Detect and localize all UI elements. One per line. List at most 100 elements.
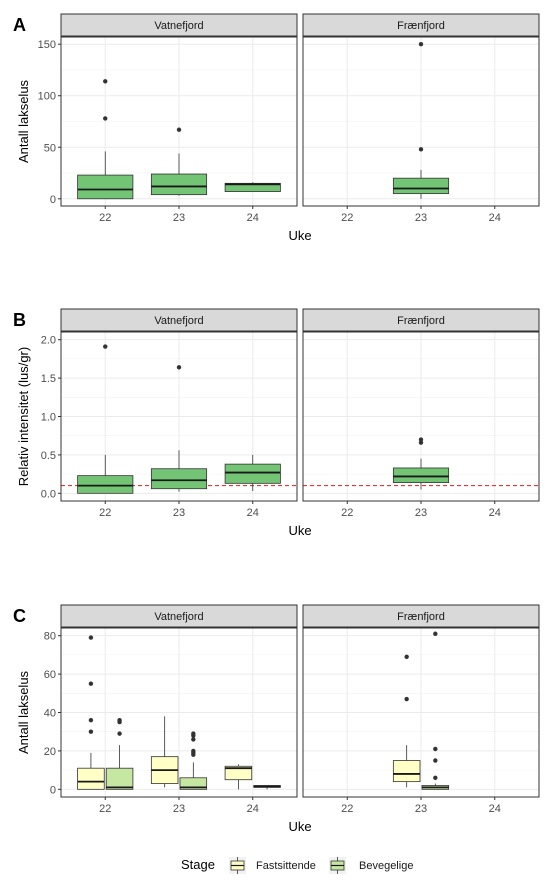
box-24 [224,454,281,492]
outlier-point [404,696,409,702]
x-tick-label: 24 [247,212,259,224]
box-body [392,177,450,195]
y-tick-label: 20 [44,746,56,758]
box-body [179,777,208,790]
x-tick-label: 23 [415,803,427,815]
facet-strip [60,308,298,332]
box-23-fastsittende [392,654,421,788]
y-tick-label: 60 [44,669,56,681]
box-body [150,173,208,196]
outlier-point [88,729,94,734]
x-tick-label: 22 [99,212,111,224]
y-tick-label: 50 [44,142,56,154]
outlier-point [404,654,409,660]
box-23-bevegelige [421,631,450,790]
legend-key-fastsittende [229,857,246,874]
outlier-point [418,42,424,47]
x-tick-label: 24 [489,507,501,519]
facet-strip-label: Vatnefjord [154,611,203,623]
outlier-point [176,365,182,370]
y-axis-title: Antall lakselus [16,670,31,754]
box-body [77,475,134,494]
outlier-point [88,681,94,686]
x-tick-label: 23 [415,507,427,519]
box-23 [150,127,208,196]
x-tick-label: 22 [341,803,353,815]
facet-frænfjord: Frænfjord 22 23 24 [302,604,540,815]
y-tick-label: 0 [50,194,56,206]
box-22-fastsittende [77,635,105,790]
x-tick-label: 22 [99,803,111,815]
outlier-point [433,775,438,780]
outlier-point [433,746,438,752]
x-tick-label: 24 [247,507,259,519]
x-tick-label: 23 [173,507,185,519]
x-axis-title: Uke [288,523,311,538]
chart-panel-a: A Vatnefjord 22 23 24 Frænfjord 22 23 24 0 50 100 15… [13,13,540,243]
x-axis-title: Uke [288,228,311,243]
x-axis-title: Uke [288,819,311,834]
x-tick-label: 24 [489,212,501,224]
outlier-point [433,758,438,763]
outlier-point [88,635,94,640]
outlier-point [117,717,122,723]
facet-frænfjord: Frænfjord 22 23 24 [302,308,540,519]
box-24-bevegelige [253,785,281,790]
outlier-point [88,717,94,723]
y-tick-label: 100 [38,91,56,103]
box-body [150,468,208,490]
legend: Stage Fastsittende Bevegelige [181,857,413,874]
x-tick-label: 22 [341,507,353,519]
y-tick-label: 0.0 [41,488,56,500]
outlier-point [103,344,108,349]
facet-strip [302,308,540,332]
box-23-fastsittende [150,716,179,788]
facet-frænfjord: Frænfjord 22 23 24 [302,13,540,224]
outlier-point [418,147,424,152]
y-tick-label: 1.0 [41,412,56,424]
outlier-point [191,737,196,742]
y-axis-title: Antall lakselus [16,79,31,163]
outlier-point [191,731,196,736]
panel-tag: C [13,606,26,626]
y-tick-label: 40 [44,708,56,720]
outlier-point [103,116,108,121]
facet-strip-label: Frænfjord [397,611,445,623]
box-body [77,174,134,200]
y-axis-title: Relativ intensitet (lus/gr) [16,347,31,486]
facet-strip [60,13,298,37]
legend-label: Bevegelige [359,860,413,872]
outlier-point [117,731,122,736]
x-tick-label: 22 [99,507,111,519]
box-22 [77,344,134,494]
outlier-point [418,437,424,442]
x-tick-label: 22 [341,212,353,224]
legend-key-bevegelige [329,857,346,874]
facet-strip-label: Vatnefjord [154,20,203,32]
box-body [224,765,253,781]
box-body [77,767,105,790]
y-tick-label: 0.5 [41,450,56,462]
outlier-point [103,79,108,84]
facet-vatnefjord: Vatnefjord 22 23 24 [60,308,298,519]
x-tick-label: 23 [415,212,427,224]
facet-strip [60,604,298,628]
box-22 [77,79,134,200]
facet-vatnefjord: Vatnefjord 22 23 24 [60,604,298,815]
x-tick-label: 24 [489,803,501,815]
legend-label: Fastsittende [256,860,316,872]
outlier-point [176,127,182,132]
outlier-point [418,440,424,445]
box-24-fastsittende [224,764,253,790]
box-23 [392,42,450,199]
panel-tag: A [13,15,26,35]
box-body [392,760,421,783]
facet-strip [302,13,540,37]
box-22-bevegelige [105,717,134,790]
box-23 [150,365,208,492]
box-body [224,182,281,192]
box-body [105,767,134,790]
facet-vatnefjord: Vatnefjord 22 23 24 [60,13,298,224]
outlier-point [433,631,438,636]
